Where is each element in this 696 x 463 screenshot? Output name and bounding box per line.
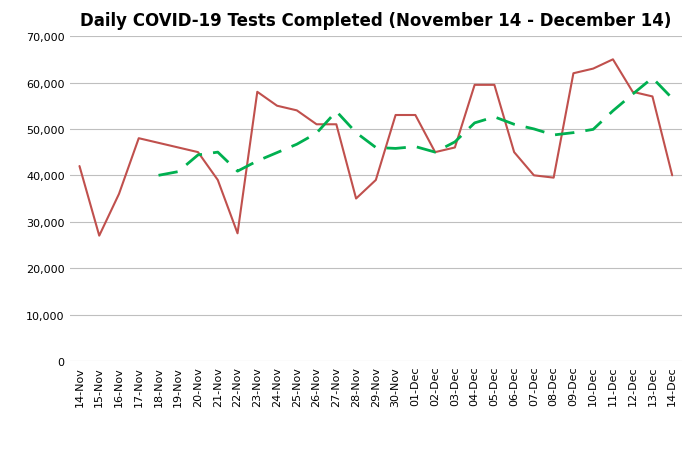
Title: Daily COVID-19 Tests Completed (November 14 - December 14): Daily COVID-19 Tests Completed (November… [80,12,672,30]
